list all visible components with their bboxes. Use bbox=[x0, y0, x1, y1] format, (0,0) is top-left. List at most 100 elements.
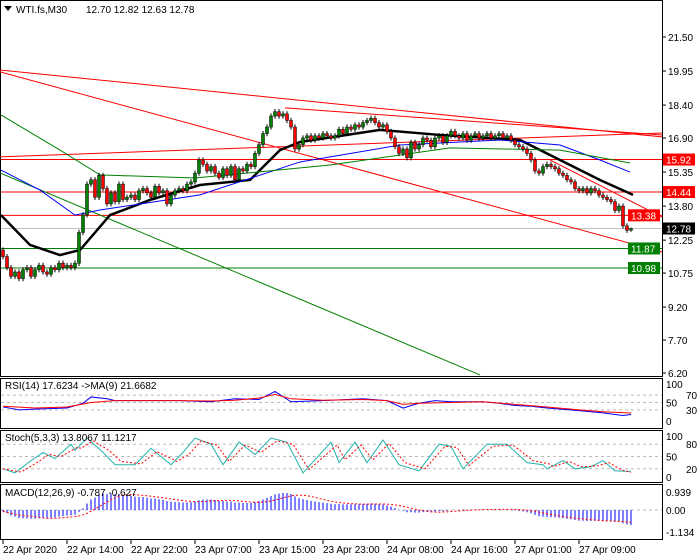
candle bbox=[437, 133, 441, 141]
candle-body bbox=[621, 205, 625, 227]
candle-body bbox=[469, 135, 473, 141]
candle-body bbox=[525, 148, 529, 154]
candle-body bbox=[197, 159, 201, 174]
candle-body bbox=[201, 159, 205, 165]
trendline-3 bbox=[284, 107, 663, 136]
candle bbox=[57, 260, 61, 273]
macd-panel[interactable] bbox=[0, 484, 663, 540]
main-price-panel[interactable] bbox=[0, 0, 663, 377]
candle-body bbox=[289, 120, 293, 128]
price-badge-label: 10.98 bbox=[631, 264, 656, 275]
price-tick-label: 18.40 bbox=[668, 101, 693, 112]
candle bbox=[197, 157, 201, 176]
candle-body bbox=[125, 197, 129, 200]
candle bbox=[381, 122, 385, 130]
candle-body bbox=[493, 135, 497, 139]
candle bbox=[21, 267, 25, 282]
candle-body bbox=[25, 267, 29, 271]
candle bbox=[49, 264, 53, 277]
candle-body bbox=[453, 131, 457, 137]
candle-body bbox=[173, 190, 177, 196]
time-tick-label: 27 Apr 01:00 bbox=[515, 545, 572, 556]
candle-body bbox=[121, 183, 125, 200]
candle-body bbox=[589, 188, 593, 194]
candle-body bbox=[133, 194, 137, 200]
candle-body bbox=[345, 126, 349, 134]
candle-body bbox=[61, 262, 65, 268]
candle bbox=[409, 139, 413, 161]
candle bbox=[553, 163, 557, 172]
candle bbox=[89, 177, 93, 187]
candle-body bbox=[37, 265, 41, 271]
candle bbox=[461, 130, 465, 141]
candle bbox=[141, 185, 145, 194]
rsi-panel[interactable] bbox=[0, 378, 663, 429]
candle-body bbox=[509, 135, 513, 141]
candle-body bbox=[89, 179, 93, 185]
candle bbox=[421, 135, 425, 148]
rsi-tick-label: 100 bbox=[666, 380, 683, 391]
candle-body bbox=[233, 166, 237, 180]
candle bbox=[209, 163, 213, 174]
candle bbox=[325, 130, 329, 139]
candle-body bbox=[221, 168, 225, 178]
candle bbox=[37, 262, 41, 273]
candle bbox=[285, 111, 289, 124]
price-tick-label: 13.80 bbox=[668, 202, 693, 213]
candle bbox=[145, 185, 149, 196]
stochastic-panel[interactable] bbox=[0, 430, 663, 483]
candle bbox=[17, 269, 21, 282]
candle bbox=[377, 120, 381, 130]
candle bbox=[385, 122, 389, 135]
candle bbox=[173, 188, 177, 198]
candle bbox=[137, 188, 141, 203]
candle-body bbox=[397, 146, 401, 154]
candle bbox=[425, 135, 429, 143]
symbol-label: WTI.fs,M30 bbox=[16, 5, 68, 16]
candle-body bbox=[49, 267, 53, 275]
candle bbox=[161, 188, 165, 196]
candle bbox=[97, 172, 101, 200]
candle-body bbox=[73, 262, 77, 268]
candle-body bbox=[229, 166, 233, 176]
candle-body bbox=[161, 190, 165, 194]
candle bbox=[541, 163, 545, 176]
candle-body bbox=[545, 164, 549, 167]
candle-body bbox=[613, 201, 617, 211]
candle-body bbox=[573, 181, 577, 189]
candle-body bbox=[285, 113, 289, 121]
candle-body bbox=[225, 168, 229, 176]
candle bbox=[465, 130, 469, 143]
rsi-line-rsi_ma bbox=[2, 393, 632, 414]
trendline-2 bbox=[0, 132, 663, 158]
trendline-0 bbox=[0, 69, 663, 138]
triangle-down-icon[interactable] bbox=[4, 6, 12, 11]
candle bbox=[105, 185, 109, 207]
candle bbox=[45, 269, 49, 277]
candle bbox=[117, 181, 121, 205]
candle bbox=[557, 166, 561, 176]
candle bbox=[69, 262, 73, 271]
candle-body bbox=[421, 137, 425, 145]
time-tick-label: 22 Apr 2020 bbox=[3, 545, 57, 556]
candle bbox=[61, 260, 65, 271]
price-badge-label: 14.44 bbox=[666, 188, 691, 199]
candle-body bbox=[321, 133, 325, 139]
candle-body bbox=[17, 271, 21, 279]
candle bbox=[357, 122, 361, 130]
candle bbox=[41, 262, 45, 275]
candle-body bbox=[13, 271, 17, 277]
stoch-tick-label: 100 bbox=[666, 432, 683, 443]
candle-body bbox=[365, 120, 369, 123]
candle bbox=[237, 166, 241, 183]
candle-body bbox=[301, 137, 305, 145]
candle bbox=[193, 170, 197, 185]
candle bbox=[505, 133, 509, 141]
macd-title: MACD(12,26,9) -0.787 -0.627 bbox=[5, 488, 137, 499]
candle-body bbox=[369, 118, 373, 121]
trendline-5 bbox=[0, 172, 481, 376]
price-badge-label: 12.78 bbox=[666, 224, 691, 235]
price-badge-label: 13.38 bbox=[631, 211, 656, 222]
rsi-tick-label: 50 bbox=[666, 399, 678, 410]
